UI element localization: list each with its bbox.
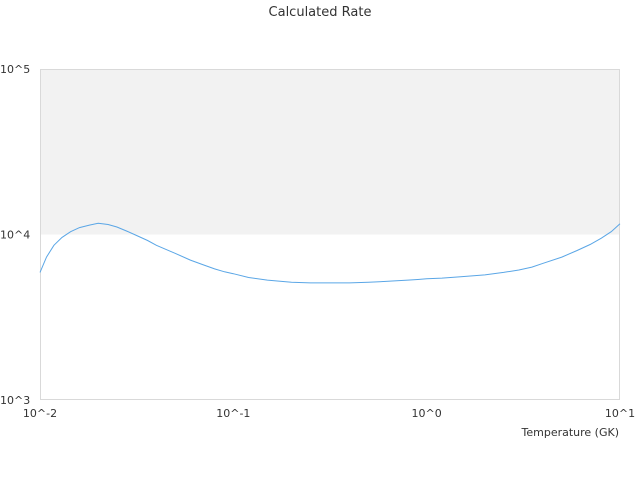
- x-axis-label: Temperature (GK): [521, 426, 620, 439]
- x-tick-label: 10^-1: [216, 407, 250, 420]
- y-tick-label: 10^5: [0, 63, 30, 76]
- x-tick-label: 10^1: [605, 407, 635, 420]
- x-tick-label: 10^-2: [23, 407, 57, 420]
- chart-title: Calculated Rate: [269, 5, 372, 20]
- y-axis-ticks: 10^3 10^4 10^5: [0, 63, 30, 407]
- series-layer: [39, 222, 621, 284]
- shaded-band: [40, 69, 620, 235]
- plot-frame: [40, 69, 620, 400]
- series-line-0: [39, 222, 621, 284]
- y-tick-label: 10^4: [0, 229, 30, 242]
- y-tick-label: 10^3: [0, 394, 30, 407]
- x-tick-label: 10^0: [412, 407, 442, 420]
- x-axis-ticks: 10^-2 10^-1 10^0 10^1: [23, 407, 635, 420]
